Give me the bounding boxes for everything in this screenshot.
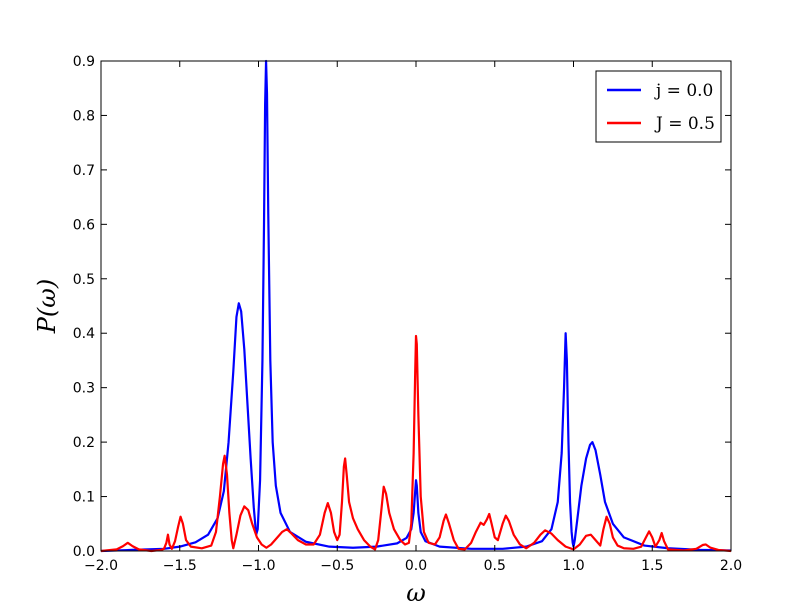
legend-box [595, 70, 722, 143]
y-tick-label: 0.6 [73, 217, 95, 233]
x-tick-label: −1.5 [163, 558, 197, 574]
y-tick-label: 0.4 [73, 326, 95, 342]
y-tick-label: 0.0 [73, 544, 95, 560]
y-tick-label: 0.7 [73, 163, 95, 179]
x-tick-label: 1.5 [641, 558, 663, 574]
y-tick-label: 0.3 [73, 381, 95, 397]
y-tick-label: 0.8 [73, 108, 95, 124]
y-tick-label: 0.9 [73, 54, 95, 70]
x-tick-label: −1.0 [242, 558, 276, 574]
series-layer [100, 59, 732, 553]
y-tick-label: 0.5 [73, 272, 95, 288]
legend-label-2: J = 0.5 [654, 114, 715, 134]
x-tick-label: −2.0 [84, 558, 118, 574]
y-tick-label: 0.1 [73, 490, 95, 506]
x-tick-label: 1.0 [562, 558, 584, 574]
x-tick-label: −0.5 [320, 558, 354, 574]
series-line-2 [100, 334, 732, 553]
y-axis-title: P(ω) [33, 279, 61, 334]
legend-label-1: j = 0.0 [654, 81, 713, 101]
x-tick-label: 0.0 [405, 558, 427, 574]
x-axis: −2.0 −1.5 −1.0 −0.5 0.0 0.5 1.0 1.5 2.0 [84, 61, 742, 574]
x-tick-label: 2.0 [720, 558, 742, 574]
x-axis-title: ω [406, 579, 426, 607]
y-tick-label: 0.2 [73, 435, 95, 451]
y-axis: 0.0 0.1 0.2 0.3 0.4 0.5 0.6 0.7 0.8 0.9 [73, 54, 731, 560]
legend: j = 0.0 J = 0.5 [595, 70, 722, 143]
x-tick-label: 0.5 [484, 558, 506, 574]
